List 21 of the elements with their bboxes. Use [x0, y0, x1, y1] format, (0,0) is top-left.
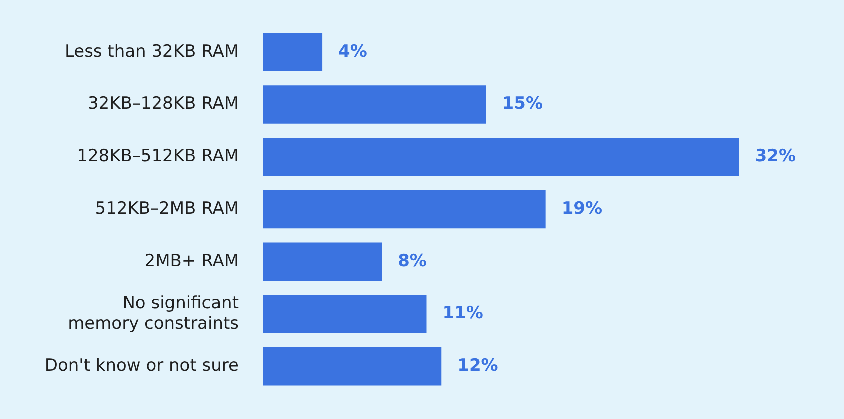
data-label: 32%	[755, 146, 796, 167]
data-label: 15%	[502, 94, 543, 114]
data-label: 12%	[458, 356, 498, 376]
bar	[263, 33, 323, 72]
y-tick-label: 2MB+ RAM	[144, 251, 239, 272]
y-tick-label: 128KB–512KB RAM	[77, 146, 239, 167]
bar	[263, 242, 382, 281]
bar	[263, 138, 740, 176]
y-tick-label: 32KB–128KB RAM	[88, 94, 239, 114]
y-tick-label: No significant memory constraints	[68, 293, 240, 334]
bar	[263, 295, 427, 334]
y-tick-label: Less than 32KB RAM	[64, 42, 239, 62]
data-label: 4%	[338, 42, 368, 62]
bar	[263, 190, 546, 229]
y-tick-label: Don't know or not sure	[44, 356, 239, 376]
bar	[263, 348, 442, 386]
y-tick-label: 512KB–2MB RAM	[95, 198, 239, 219]
bar	[263, 86, 486, 124]
data-label: 8%	[398, 251, 427, 272]
data-label: 11%	[442, 304, 484, 324]
data-label: 19%	[562, 198, 603, 219]
